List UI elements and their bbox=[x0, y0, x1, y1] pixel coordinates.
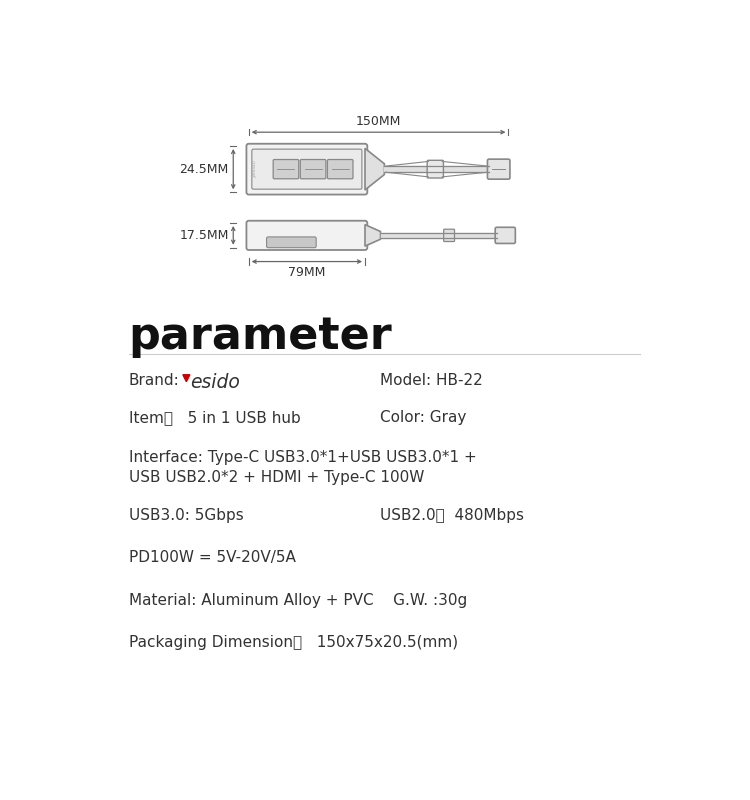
FancyBboxPatch shape bbox=[252, 149, 362, 189]
Text: Packaging Dimension：   150x75x20.5(mm): Packaging Dimension： 150x75x20.5(mm) bbox=[129, 635, 458, 650]
Text: Item：   5 in 1 USB hub: Item： 5 in 1 USB hub bbox=[129, 410, 300, 425]
FancyBboxPatch shape bbox=[328, 159, 353, 178]
Text: 79MM: 79MM bbox=[288, 266, 326, 279]
Text: USB USB2.0*2 + HDMI + Type-C 100W: USB USB2.0*2 + HDMI + Type-C 100W bbox=[129, 470, 424, 486]
Text: Color: Gray: Color: Gray bbox=[380, 410, 466, 425]
Text: USB3.0: 5Gbps: USB3.0: 5Gbps bbox=[129, 508, 243, 523]
Text: Material: Aluminum Alloy + PVC    G.W. :30g: Material: Aluminum Alloy + PVC G.W. :30g bbox=[129, 593, 466, 608]
Text: Interface: Type-C USB3.0*1+USB USB3.0*1 +: Interface: Type-C USB3.0*1+USB USB3.0*1 … bbox=[129, 450, 476, 465]
FancyBboxPatch shape bbox=[444, 230, 454, 242]
Text: Brand:: Brand: bbox=[129, 373, 179, 388]
Text: esido: esido bbox=[190, 373, 241, 392]
FancyBboxPatch shape bbox=[266, 237, 316, 248]
Text: 17.5MM: 17.5MM bbox=[179, 229, 229, 242]
Text: 150MM: 150MM bbox=[356, 114, 401, 127]
Text: Model: HB-22: Model: HB-22 bbox=[380, 373, 483, 388]
Text: 24.5MM: 24.5MM bbox=[179, 162, 229, 176]
FancyBboxPatch shape bbox=[247, 144, 368, 194]
Text: PD100W = 5V-20V/5A: PD100W = 5V-20V/5A bbox=[129, 550, 296, 566]
FancyBboxPatch shape bbox=[495, 227, 515, 243]
FancyBboxPatch shape bbox=[247, 221, 368, 250]
Text: parameter: parameter bbox=[129, 315, 392, 358]
Text: yesido: yesido bbox=[252, 160, 257, 178]
FancyBboxPatch shape bbox=[273, 159, 298, 178]
Polygon shape bbox=[365, 148, 384, 190]
FancyBboxPatch shape bbox=[427, 160, 443, 178]
FancyBboxPatch shape bbox=[488, 159, 510, 179]
FancyBboxPatch shape bbox=[300, 159, 326, 178]
Polygon shape bbox=[365, 225, 380, 246]
Text: USB2.0：  480Mbps: USB2.0： 480Mbps bbox=[380, 508, 524, 523]
Polygon shape bbox=[183, 374, 190, 382]
